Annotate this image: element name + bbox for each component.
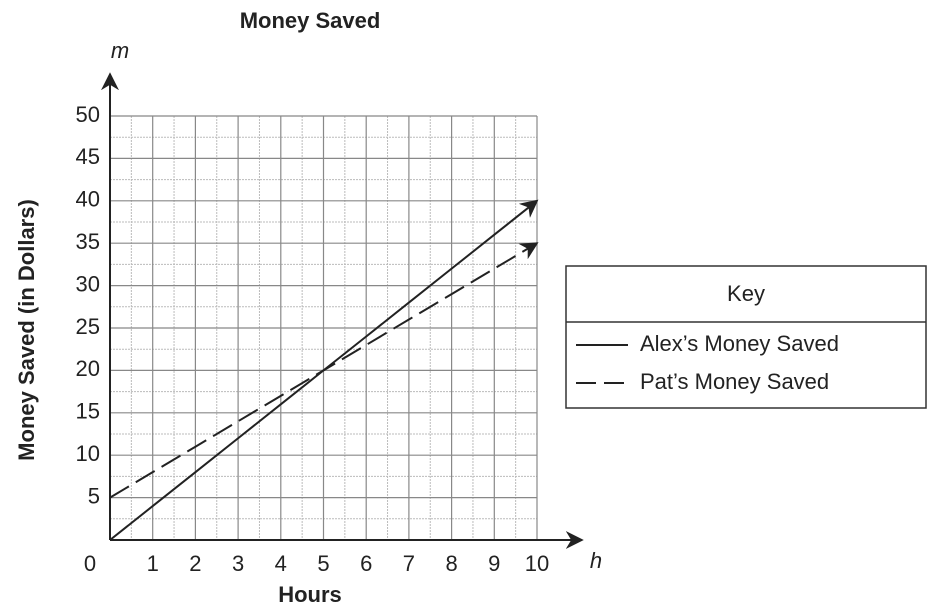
x-tick-label: 7 xyxy=(403,551,415,576)
legend-title: Key xyxy=(727,281,765,306)
x-tick-label: 6 xyxy=(360,551,372,576)
x-axis-letter: h xyxy=(590,548,602,573)
y-tick-label: 30 xyxy=(76,271,100,296)
series-line xyxy=(109,242,539,499)
x-axis-label: Hours xyxy=(278,582,342,607)
legend-box xyxy=(565,265,927,409)
y-tick-label: 45 xyxy=(76,144,100,169)
x-tick-label: 8 xyxy=(445,551,457,576)
x-tick-label: 0 xyxy=(84,551,96,576)
x-tick-label: 3 xyxy=(232,551,244,576)
x-tick-label: 2 xyxy=(189,551,201,576)
y-tick-label: 25 xyxy=(76,314,100,339)
x-tick-label: 10 xyxy=(525,551,549,576)
y-tick-label: 10 xyxy=(76,441,100,466)
plot xyxy=(101,72,584,549)
y-tick-label: 15 xyxy=(76,399,100,424)
x-tick-label: 1 xyxy=(147,551,159,576)
x-tick-label: 9 xyxy=(488,551,500,576)
y-tick-label: 20 xyxy=(76,356,100,381)
legend-label: Alex’s Money Saved xyxy=(640,331,839,356)
y-tick-label: 40 xyxy=(76,187,100,212)
legend-label: Pat’s Money Saved xyxy=(640,369,829,394)
x-tick-label: 4 xyxy=(275,551,287,576)
y-axis-letter: m xyxy=(111,38,129,63)
chart-title: Money Saved xyxy=(240,8,381,33)
y-tick-label: 50 xyxy=(76,102,100,127)
legend: Key xyxy=(565,265,927,409)
y-tick-label: 5 xyxy=(88,483,100,508)
y-tick-label: 35 xyxy=(76,229,100,254)
y-axis-label: Money Saved (in Dollars) xyxy=(14,199,39,461)
x-tick-label: 5 xyxy=(317,551,329,576)
